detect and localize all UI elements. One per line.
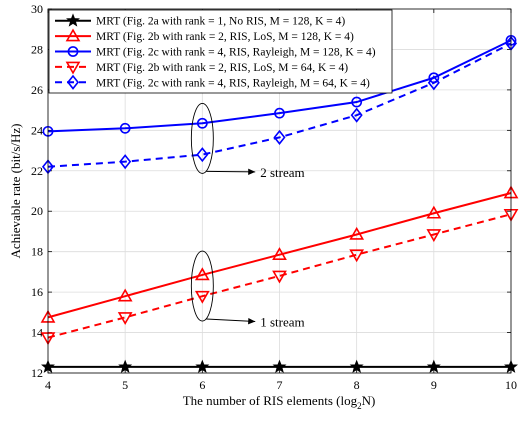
annotation-ellipse: [190, 250, 214, 322]
data-point: [351, 96, 363, 108]
data-point: [349, 249, 365, 263]
series-line: [47, 192, 512, 319]
annotations: 2 stream 1 stream: [190, 102, 305, 329]
series-2: [40, 185, 519, 323]
legend-label: MRT (Fig. 2b with rank = 2, RIS, LoS, M …: [96, 62, 348, 74]
series-5: [41, 35, 518, 175]
data-point: [426, 359, 441, 373]
y-tick-label: 28: [31, 42, 43, 56]
legend-label: MRT (Fig. 2b with rank = 2, RIS, LoS, M …: [96, 31, 354, 43]
y-tick-label: 14: [31, 326, 43, 340]
x-tick-label: 10: [505, 378, 517, 392]
legend-label: MRT (Fig. 2a with rank = 1, No RIS, M = …: [96, 16, 345, 28]
data-point: [272, 359, 287, 373]
data-point: [272, 247, 287, 261]
legend-marker: [66, 13, 80, 27]
legend-marker: [65, 61, 81, 75]
data-point: [194, 267, 210, 281]
data-point: [119, 154, 132, 170]
y-tick-label: 26: [31, 83, 43, 97]
x-tick-labels: 4 5 6 7 8 9 10: [45, 378, 517, 392]
data-point: [350, 107, 363, 123]
x-tick-label: 8: [354, 378, 360, 392]
legend-marker: [67, 46, 79, 57]
data-point: [349, 359, 364, 373]
data-point: [272, 270, 287, 284]
x-axis-label-sub: 2: [357, 401, 362, 411]
data-point: [194, 290, 210, 304]
legend-label: MRT (Fig. 2c with rank = 4, RIS, Rayleig…: [96, 77, 370, 89]
data-point: [119, 122, 131, 134]
legend-entry-1: MRT (Fig. 2a with rank = 1, No RIS, M = …: [55, 13, 345, 28]
legend-entry-3: MRT (Fig. 2c with rank = 4, RIS, Rayleig…: [55, 46, 376, 59]
data-point: [118, 359, 133, 373]
annotation-label: 2 stream: [260, 165, 304, 180]
legend-marker: [66, 74, 80, 90]
data-point: [427, 75, 440, 91]
annotation-ellipse: [190, 102, 214, 174]
series-line: [47, 213, 512, 339]
data-point: [196, 117, 208, 129]
data-point: [117, 288, 133, 302]
data-point: [195, 359, 210, 373]
annotation-arrow-head: [248, 317, 256, 325]
data-point: [196, 147, 209, 163]
annotation-2: 1 stream: [190, 250, 305, 329]
series-4: [40, 208, 519, 346]
legend-entry-2: MRT (Fig. 2b with rank = 2, RIS, LoS, M …: [55, 28, 354, 43]
data-point: [426, 205, 442, 219]
x-tick-label: 4: [45, 378, 51, 392]
y-tick-label: 16: [31, 285, 43, 299]
x-axis-label: The number of RIS elements (log2N): [183, 393, 376, 411]
annotation-label: 1 stream: [260, 314, 304, 329]
legend-entry-4: MRT (Fig. 2b with rank = 2, RIS, LoS, M …: [55, 61, 348, 75]
x-axis-label-end: N): [362, 393, 376, 408]
y-tick-label: 30: [31, 2, 43, 16]
data-point: [273, 129, 286, 145]
series-layer: [40, 34, 519, 373]
legend-box: [48, 9, 393, 94]
plot-frame: [47, 8, 512, 374]
legend: MRT (Fig. 2a with rank = 1, No RIS, M = …: [48, 9, 393, 94]
y-axis-label: Achievable rate (bit/s/Hz): [8, 124, 23, 259]
annotation-arrow-line: [206, 318, 256, 322]
y-tick-label: 20: [31, 204, 43, 218]
x-tick-label: 9: [431, 378, 437, 392]
legend-marker: [65, 28, 81, 42]
y-tick-labels: 12 14 16 18 20 22 24 26 28 30: [31, 2, 43, 380]
x-tick-label: 7: [277, 378, 283, 392]
y-tick-label: 24: [31, 123, 43, 137]
x-tick-label: 5: [122, 378, 128, 392]
y-tick-label: 12: [31, 366, 43, 380]
data-point: [426, 229, 442, 243]
data-point: [274, 107, 285, 119]
legend-entry-5: MRT (Fig. 2c with rank = 4, RIS, Rayleig…: [55, 74, 370, 90]
y-tick-label: 18: [31, 245, 43, 259]
x-tick-label: 6: [199, 378, 205, 392]
annotation-arrow-head: [248, 168, 256, 175]
annotation-1: 2 stream: [190, 102, 305, 180]
legend-label: MRT (Fig. 2c with rank = 4, RIS, Rayleig…: [96, 47, 376, 59]
data-point: [117, 312, 133, 326]
y-tick-label: 22: [31, 164, 43, 178]
data-point: [349, 226, 365, 240]
x-axis-label-main: The number of RIS elements (log: [183, 393, 358, 408]
series-line: [47, 42, 512, 168]
